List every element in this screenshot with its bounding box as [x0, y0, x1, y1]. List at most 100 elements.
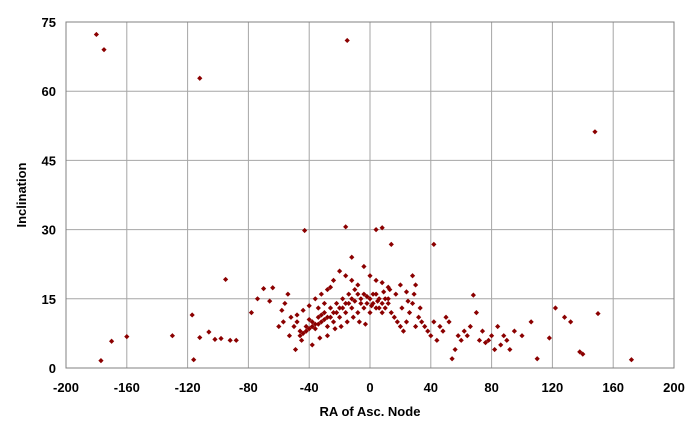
data-point: [511, 328, 517, 334]
data-point: [370, 291, 376, 297]
data-point: [291, 323, 297, 330]
data-point: [367, 273, 373, 279]
data-point: [379, 225, 385, 231]
data-point: [324, 286, 331, 293]
data-point: [343, 300, 349, 307]
data-point: [382, 305, 388, 311]
data-point: [352, 286, 358, 293]
data-point: [109, 338, 115, 344]
data-point: [349, 254, 355, 260]
data-point: [391, 314, 397, 320]
data-point: [434, 337, 440, 343]
data-point: [361, 305, 367, 311]
data-point: [385, 296, 391, 302]
data-point: [546, 335, 552, 341]
data-point: [406, 310, 413, 316]
data-point: [464, 333, 470, 339]
x-tick-label: -40: [300, 380, 319, 395]
y-tick-labels: 0 15 30 45 60 75: [42, 15, 56, 376]
data-point: [479, 328, 486, 334]
data-point: [349, 296, 355, 302]
x-tick-label: 200: [663, 380, 685, 395]
data-point: [552, 305, 559, 311]
data-point: [373, 291, 379, 297]
x-tick-label: 0: [366, 380, 373, 395]
data-point: [461, 328, 467, 334]
data-point: [212, 336, 218, 342]
data-point: [367, 310, 373, 316]
data-point: [446, 319, 452, 325]
data-point: [443, 314, 449, 320]
data-point: [580, 351, 586, 357]
x-tick-label: 80: [484, 380, 498, 395]
data-point: [592, 129, 598, 135]
data-point: [422, 323, 428, 330]
data-point: [297, 328, 303, 334]
data-point: [355, 310, 361, 316]
data-point: [233, 337, 239, 343]
data-point: [350, 314, 356, 320]
data-point: [324, 314, 331, 320]
data-point: [324, 323, 331, 330]
data-point: [577, 349, 583, 355]
data-point: [315, 314, 321, 320]
data-point: [327, 314, 334, 320]
data-point: [333, 310, 340, 316]
plot-frame: [65, 21, 675, 369]
data-point: [218, 335, 224, 342]
data-point: [197, 75, 203, 81]
data-point: [321, 310, 327, 316]
data-point: [292, 346, 299, 353]
data-point: [124, 334, 130, 340]
data-point: [309, 342, 315, 348]
data-point: [428, 333, 434, 339]
data-point: [286, 333, 293, 339]
data-point: [476, 337, 483, 343]
data-point: [254, 296, 261, 302]
data-point: [355, 282, 361, 288]
data-point: [373, 277, 379, 283]
data-point: [356, 319, 362, 325]
data-point: [346, 291, 352, 297]
data-point: [302, 227, 308, 234]
data-point: [306, 326, 312, 332]
data-points: [93, 31, 635, 364]
data-point: [364, 300, 370, 307]
data-point: [361, 291, 367, 297]
data-point: [379, 300, 385, 307]
data-point: [507, 346, 513, 353]
data-point: [403, 319, 410, 325]
data-point: [352, 298, 358, 304]
data-point: [492, 346, 498, 353]
data-point: [452, 346, 458, 353]
data-point: [482, 340, 489, 346]
data-point: [431, 241, 437, 247]
data-point: [189, 312, 195, 318]
data-point: [393, 291, 399, 297]
data-point: [346, 300, 352, 307]
data-point: [343, 310, 349, 316]
x-tick-label: 160: [602, 380, 624, 395]
data-point: [534, 356, 540, 362]
data-point: [437, 323, 443, 330]
data-point: [399, 305, 405, 311]
data-point: [397, 323, 403, 330]
data-point: [270, 285, 276, 291]
data-point: [376, 305, 382, 311]
data-point: [361, 263, 367, 270]
data-point: [367, 296, 373, 302]
data-point: [300, 330, 306, 336]
data-point: [440, 328, 446, 334]
data-point: [303, 328, 309, 334]
y-tick-label: 75: [42, 15, 56, 30]
data-point: [561, 314, 568, 320]
data-point: [306, 316, 312, 323]
data-point: [385, 284, 391, 290]
data-point: [458, 337, 464, 343]
data-point: [455, 333, 461, 339]
data-point: [489, 333, 495, 339]
data-point: [288, 314, 294, 320]
data-point: [280, 319, 286, 325]
data-point: [303, 323, 309, 330]
